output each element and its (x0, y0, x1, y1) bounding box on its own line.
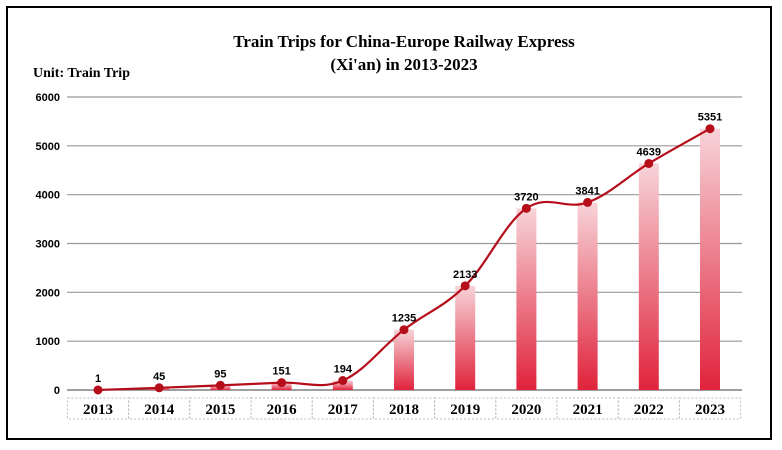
x-category-cell (495, 397, 558, 420)
unit-label: Unit: Train Trip (33, 66, 130, 81)
point-2013 (93, 385, 103, 395)
x-category-cell (128, 397, 191, 420)
data-label: 194 (334, 364, 353, 376)
y-tick-label: 5000 (36, 141, 60, 153)
y-tick-label: 6000 (36, 92, 60, 104)
x-category-cell (372, 397, 436, 420)
point-2014 (154, 383, 164, 393)
x-tick-label: 2015 (205, 402, 235, 418)
data-label: 45 (153, 371, 165, 383)
x-category-cell (66, 397, 130, 420)
chart-frame (6, 6, 772, 440)
x-tick-label: 2018 (389, 402, 419, 418)
data-label: 1 (95, 373, 101, 385)
bar-2017 (332, 380, 353, 390)
y-tick-label: 2000 (36, 287, 60, 299)
x-category-cell (678, 397, 742, 420)
x-category-cell (434, 397, 497, 420)
bar-2018 (394, 329, 414, 390)
y-tick-label: 0 (54, 385, 60, 397)
x-category-cell (617, 397, 680, 420)
bar-2019 (455, 285, 476, 390)
data-label: 95 (214, 368, 226, 380)
x-tick-label: 2023 (695, 402, 725, 418)
x-tick-label: 2019 (450, 402, 480, 418)
data-label: 3841 (575, 185, 599, 197)
point-2022 (644, 158, 654, 168)
bar-2023 (700, 128, 720, 390)
data-label: 1235 (392, 313, 416, 325)
y-tick-label: 4000 (36, 190, 60, 202)
x-category-cell (556, 397, 619, 420)
bar-2020 (516, 208, 537, 390)
x-category-cell (189, 397, 252, 420)
bar-2022 (638, 163, 659, 390)
data-label: 3720 (514, 191, 538, 203)
x-tick-label: 2013 (83, 402, 113, 418)
x-category-cell (311, 397, 374, 420)
chart-title-line2: (Xi'an) in 2013-2023 (330, 55, 477, 74)
data-label: 2133 (453, 269, 477, 281)
data-label: 151 (272, 366, 290, 378)
bar-2021 (577, 202, 598, 390)
chart-title-line1: Train Trips for China-Europe Railway Exp… (233, 32, 575, 51)
data-label: 5351 (698, 112, 722, 124)
x-tick-label: 2014 (144, 402, 175, 418)
point-2023 (705, 124, 715, 134)
x-tick-label: 2021 (573, 402, 603, 418)
y-tick-label: 3000 (36, 239, 60, 251)
point-2018 (399, 325, 409, 335)
data-label: 4639 (637, 146, 661, 158)
x-tick-label: 2020 (511, 402, 541, 418)
point-2015 (215, 380, 225, 390)
point-2021 (583, 197, 593, 207)
x-category-cell (250, 397, 313, 420)
point-2019 (460, 281, 470, 291)
x-tick-label: 2022 (634, 402, 664, 418)
point-2016 (277, 378, 287, 388)
trend-line (97, 127, 711, 392)
y-tick-label: 1000 (36, 336, 60, 348)
point-2020 (521, 203, 531, 213)
x-tick-label: 2017 (328, 402, 359, 418)
point-2017 (338, 376, 348, 386)
x-tick-label: 2016 (267, 402, 298, 418)
